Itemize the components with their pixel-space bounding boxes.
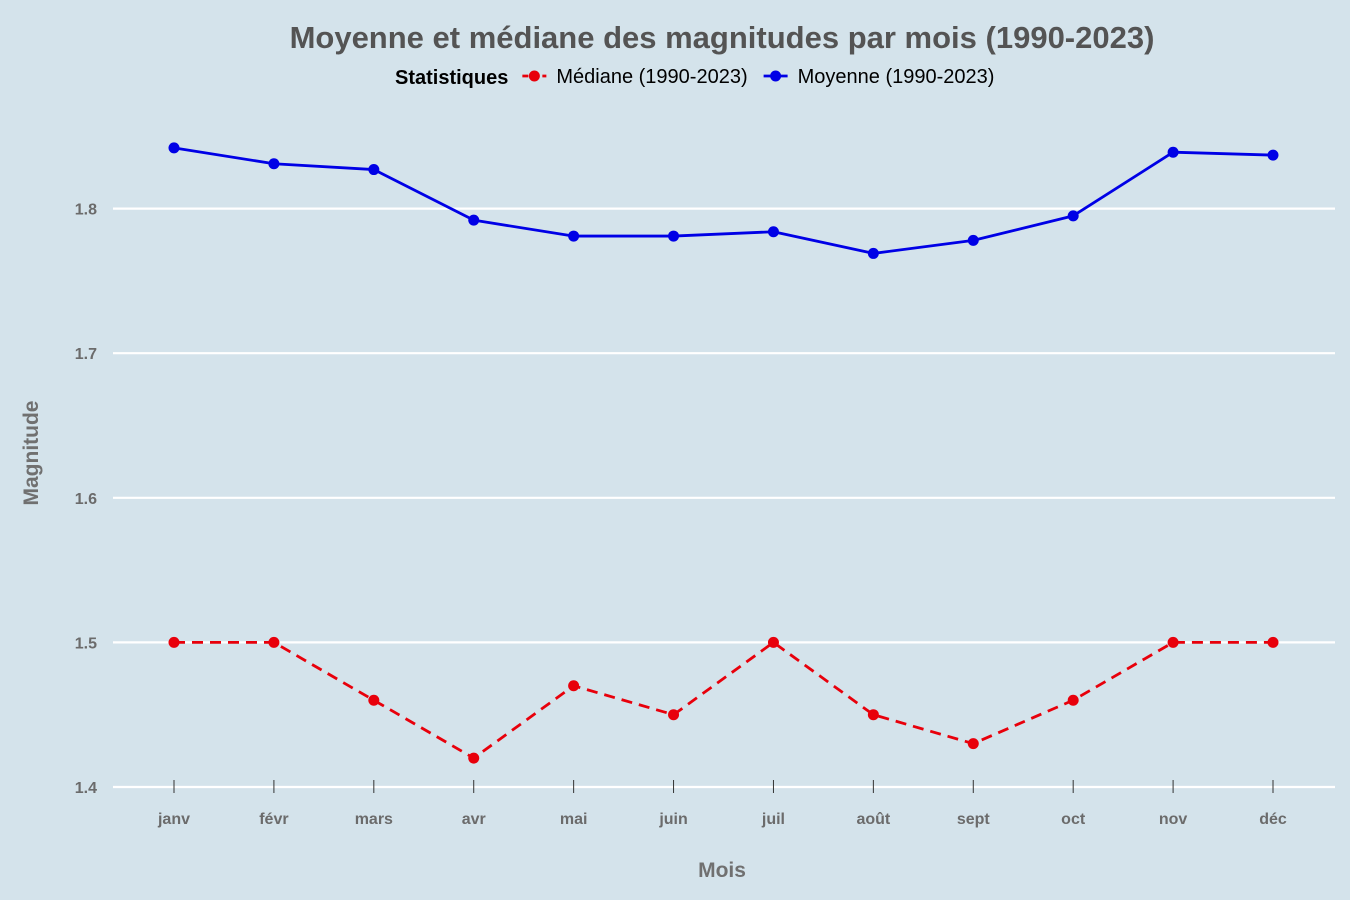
data-point-series-2 xyxy=(268,158,280,170)
y-tick-label: 1.4 xyxy=(75,780,97,797)
series-layer xyxy=(168,142,1279,764)
data-point-series-2 xyxy=(668,230,680,242)
data-point-series-1 xyxy=(1267,636,1279,648)
x-tick-label: oct xyxy=(1061,811,1086,828)
data-point-series-1 xyxy=(468,752,480,764)
y-axis-label: Magnitude xyxy=(20,401,43,506)
x-tick-label: juil xyxy=(761,811,785,828)
data-point-series-2 xyxy=(1267,149,1279,161)
data-point-series-2 xyxy=(1067,210,1079,222)
y-tick-label: 1.8 xyxy=(75,202,97,219)
x-tick-label: avr xyxy=(462,811,486,828)
data-point-series-1 xyxy=(1067,694,1079,706)
x-tick-label: janv xyxy=(157,811,190,828)
legend-item-label: Médiane (1990-2023) xyxy=(556,66,747,88)
data-point-series-1 xyxy=(767,636,779,648)
data-point-series-1 xyxy=(867,709,879,721)
data-point-series-1 xyxy=(168,636,180,648)
data-point-series-2 xyxy=(468,214,480,226)
x-tick-label: août xyxy=(856,811,890,828)
data-point-series-1 xyxy=(568,680,580,692)
grid xyxy=(113,207,1335,789)
data-point-series-1 xyxy=(1167,636,1179,648)
x-tick-label: sept xyxy=(957,811,991,828)
series-line-1 xyxy=(174,641,1273,760)
data-point-series-1 xyxy=(368,694,380,706)
legend-title: Statistiques xyxy=(395,67,508,89)
legend-key-point xyxy=(528,70,540,82)
x-tick-label: mai xyxy=(560,811,588,828)
data-point-series-2 xyxy=(967,234,979,246)
y-tick-label: 1.7 xyxy=(75,346,97,363)
x-tick-label: nov xyxy=(1159,811,1188,828)
series-line-2 xyxy=(173,146,1274,255)
x-tick-label: juin xyxy=(658,811,687,828)
data-point-series-1 xyxy=(967,738,979,750)
legend-key-point xyxy=(770,70,782,82)
x-axis: janv févr mars avr mai juin juil août sept oct nov… xyxy=(157,780,1287,828)
x-tick-label: févr xyxy=(259,811,288,828)
data-point-series-2 xyxy=(368,164,380,176)
x-axis-label: Mois xyxy=(698,859,746,882)
data-point-series-1 xyxy=(268,636,280,648)
x-tick-label: déc xyxy=(1259,811,1287,828)
y-tick-label: 1.6 xyxy=(75,491,97,508)
data-point-series-2 xyxy=(568,230,580,242)
y-axis: 1.4 1.5 1.6 1.7 1.8 xyxy=(75,202,97,797)
data-point-series-1 xyxy=(668,709,680,721)
chart-title: Moyenne et médiane des magnitudes par mo… xyxy=(290,20,1155,55)
y-tick-label: 1.5 xyxy=(75,635,97,652)
x-tick-label: mars xyxy=(355,811,393,828)
data-point-series-2 xyxy=(767,226,779,238)
data-point-series-2 xyxy=(867,247,879,259)
legend: Statistiques Médiane (1990-2023) Moyenne … xyxy=(395,66,994,89)
data-point-series-2 xyxy=(1167,146,1179,158)
data-point-series-2 xyxy=(168,142,180,154)
legend-item-label: Moyenne (1990-2023) xyxy=(798,66,995,88)
